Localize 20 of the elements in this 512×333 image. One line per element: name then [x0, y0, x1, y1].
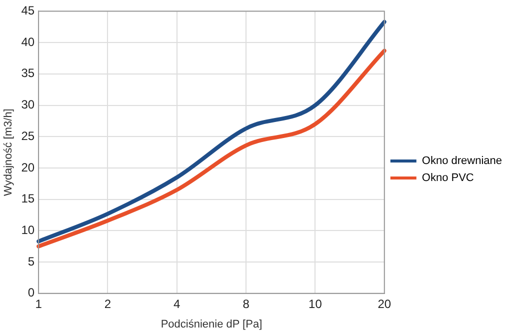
y-tick-label: 40 [21, 34, 35, 49]
x-tick-label: 8 [242, 296, 250, 311]
y-tick-label: 20 [21, 160, 35, 174]
y-tick-label: 10 [21, 223, 35, 237]
y-tick-label: 30 [21, 98, 35, 112]
y-tick-label: 0 [28, 286, 35, 300]
x-tick-label: 4 [174, 296, 181, 311]
y-axis-title: Wydajność [m3/h] [2, 108, 15, 196]
y-tick-label: 35 [21, 66, 35, 80]
legend-label: Okno drewniane [422, 155, 502, 168]
y-tick-label: 15 [21, 192, 35, 206]
x-tick-label: 10 [308, 296, 322, 311]
y-tick-label: 5 [28, 254, 35, 268]
y-tick-label: 45 [21, 4, 35, 18]
x-tick-label: 1 [35, 296, 42, 311]
x-tick-label: 2 [104, 296, 112, 311]
legend-label: Okno PVC [422, 172, 474, 184]
y-tick-label: 25 [21, 128, 35, 143]
x-tick-label: 20 [378, 296, 392, 311]
x-axis-title: Podciśnienie dP [Pa] [160, 318, 262, 330]
